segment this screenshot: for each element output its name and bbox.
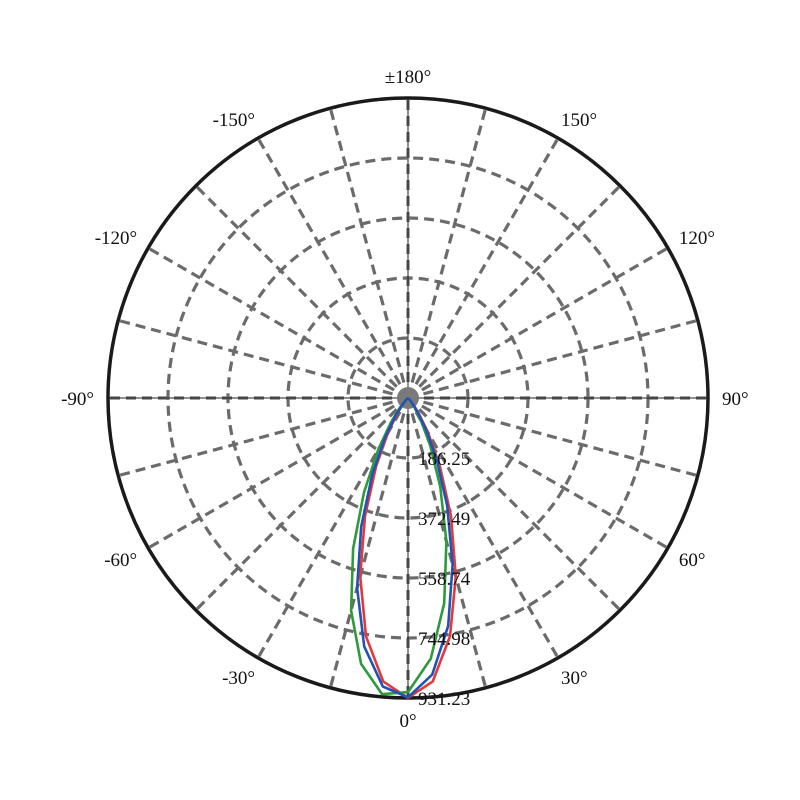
labels: 186.25 372.49 558.74 744.98 931.230° 30° 60° 90…: [61, 67, 749, 732]
grid-spoke: [407, 396, 669, 550]
grid-spoke: [406, 397, 560, 659]
grid-spoke: [147, 396, 409, 550]
angle-tick-label: -60°: [104, 550, 137, 571]
angle-tick-label: -150°: [213, 110, 255, 131]
angle-tick-label: 120°: [679, 228, 715, 249]
grid-spoke: [117, 396, 409, 478]
angle-tick-label: 90°: [722, 389, 749, 410]
grid-spoke: [406, 107, 488, 399]
angle-tick-label: ±180°: [385, 67, 432, 88]
grid-spoke: [117, 318, 409, 400]
grid-spoke: [328, 397, 410, 689]
radial-tick-label: 931.23: [418, 689, 470, 710]
radial-tick-label: 558.74: [418, 569, 471, 590]
grid-spoke: [194, 396, 410, 612]
grid-spoke: [406, 137, 560, 399]
grid-spoke: [147, 246, 409, 400]
series-group: [349, 396, 458, 700]
angle-tick-label: 150°: [561, 110, 597, 131]
radial-tick-label: 186.25: [418, 449, 470, 470]
angle-tick-label: -30°: [222, 668, 255, 689]
grid-spoke: [407, 318, 699, 400]
angle-tick-label: -90°: [61, 389, 94, 410]
grid: [106, 96, 710, 700]
angle-tick-label: -120°: [95, 228, 137, 249]
angle-tick-label: 60°: [679, 550, 706, 571]
angle-tick-label: 0°: [399, 711, 416, 732]
radial-tick-label: 744.98: [418, 629, 470, 650]
grid-spoke: [406, 184, 622, 400]
grid-spoke: [406, 396, 622, 612]
series-line-3: [355, 396, 454, 699]
grid-spoke: [407, 246, 669, 400]
grid-spoke: [407, 396, 699, 478]
radial-tick-label: 372.49: [418, 509, 470, 530]
grid-spoke: [328, 107, 410, 399]
angle-tick-label: 30°: [561, 668, 588, 689]
grid-spoke: [256, 137, 410, 399]
grid-spoke: [194, 184, 410, 400]
